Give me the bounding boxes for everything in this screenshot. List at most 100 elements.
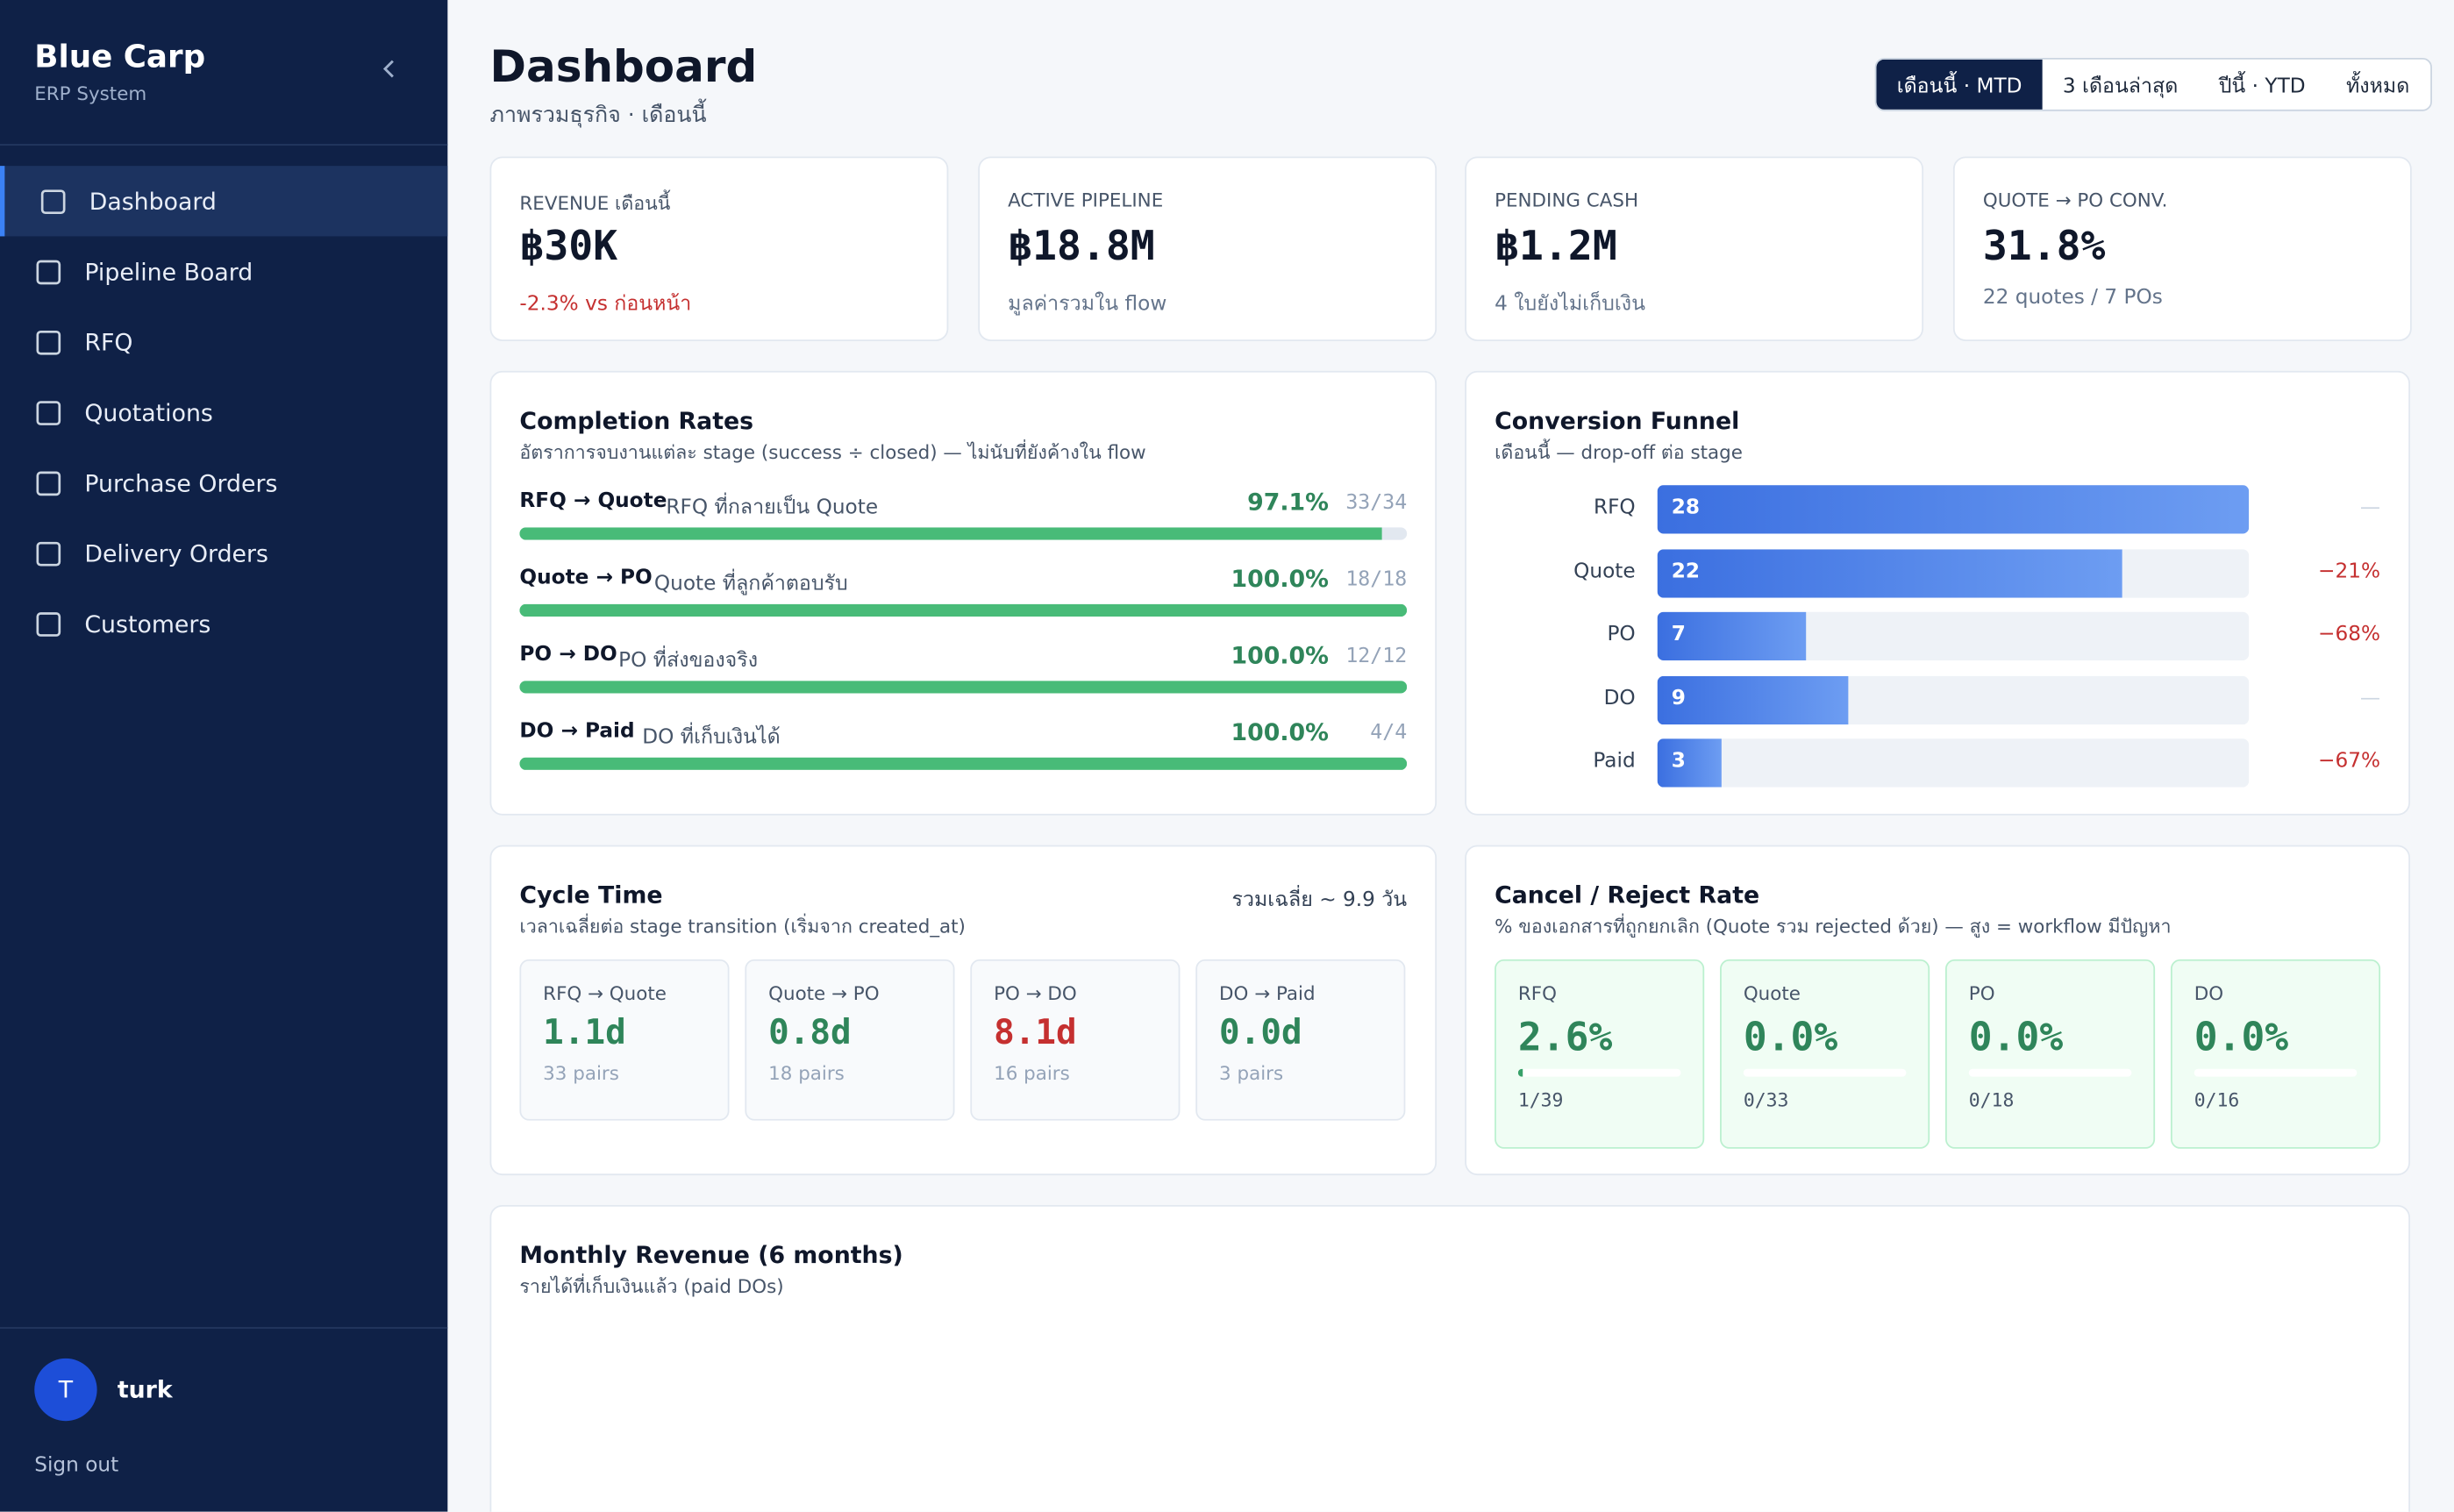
period-option[interactable]: ปีนี้ · YTD	[2218, 74, 2306, 98]
nav-label: Delivery Orders	[84, 538, 268, 567]
tile-note: 33 pairs	[543, 1062, 619, 1085]
row-rate: 100.0%	[1231, 718, 1329, 747]
period-option[interactable]: 3 เดือนล่าสุด	[2062, 74, 2179, 98]
nav-item[interactable]: Pipeline Board	[0, 236, 447, 306]
nav-item[interactable]: Dashboard	[0, 166, 448, 237]
row-stage: Quote → PO	[519, 566, 653, 590]
sign-out[interactable]: Sign out	[34, 1453, 119, 1478]
card-subtitle: อัตราการจบงานแต่ละ stage (success ÷ clos…	[519, 441, 1146, 464]
tile-note: 18 pairs	[768, 1062, 845, 1085]
funnel-track: 28	[1657, 485, 2250, 534]
nav-icon	[36, 470, 61, 496]
card-title: Cancel / Reject Rate	[1495, 881, 1760, 909]
funnel-value: 9	[1671, 686, 1686, 710]
brand-subtitle: ERP System	[34, 82, 147, 105]
cancel-card: Cancel / Reject Rate % ของเอกสารที่ถูกยก…	[1465, 845, 2410, 1176]
funnel-label: DO	[1603, 686, 1636, 710]
tile-label: RFQ	[1517, 982, 1557, 1005]
progress-bar	[519, 603, 1408, 617]
nav-icon	[36, 330, 61, 354]
card-title: Monthly Revenue (6 months)	[519, 1241, 903, 1270]
row-rate: 100.0%	[1231, 641, 1329, 670]
cancel-tile: Quote 0.0% 0/33	[1720, 959, 1930, 1149]
funnel-bar: 9	[1657, 674, 1848, 724]
cancel-tile: DO 0.0% 0/16	[2170, 959, 2381, 1149]
tile-value: 0.0%	[2194, 1014, 2289, 1060]
rate-track	[1517, 1068, 1681, 1077]
funnel-card: Conversion Funnel เดือนนี้ — drop-off ต่…	[1465, 370, 2410, 816]
nav-icon	[36, 540, 61, 566]
nav-item[interactable]: Quotations	[0, 377, 447, 447]
completion-card: Completion Rates อัตราการจบงานแต่ละ stag…	[489, 370, 1437, 816]
funnel-bar: 3	[1657, 738, 1721, 788]
cycle-tile: DO → Paid 0.0d 3 pairs	[1195, 959, 1406, 1121]
card-title: Conversion Funnel	[1495, 406, 1740, 436]
nav-item[interactable]: RFQ	[0, 307, 447, 377]
nav-label: Dashboard	[89, 187, 217, 216]
tile-value: 0.0%	[1743, 1014, 1838, 1060]
divider	[0, 1327, 448, 1329]
funnel-track: 22	[1657, 548, 2250, 597]
nav-item[interactable]: Customers	[0, 588, 447, 659]
kpi-label: REVENUE เดือนนี้	[519, 192, 671, 215]
funnel-value: 7	[1671, 623, 1686, 646]
card-subtitle: รายได้ที่เก็บเงินแล้ว (paid DOs)	[519, 1275, 784, 1298]
funnel-label: RFQ	[1593, 496, 1636, 520]
nav-label: Purchase Orders	[84, 468, 278, 497]
tile-label: RFQ → Quote	[543, 982, 667, 1005]
user-name: turk	[117, 1375, 173, 1404]
monthly-card: Monthly Revenue (6 months) รายได้ที่เก็บ…	[489, 1204, 2410, 1512]
kpi-card: REVENUE เดือนนี้ ฿30K -2.3% vs ก่อนหน้า	[489, 156, 949, 341]
funnel-label: Quote	[1573, 559, 1636, 583]
nav-label: RFQ	[84, 327, 133, 356]
kpi-note: 22 quotes / 7 POs	[1982, 286, 2163, 310]
row-rate: 97.1%	[1247, 488, 1329, 517]
tile-note: 16 pairs	[994, 1062, 1070, 1085]
tile-value: 2.6%	[1517, 1014, 1613, 1060]
progress-track	[519, 681, 1408, 694]
nav-item[interactable]: Purchase Orders	[0, 447, 447, 517]
funnel-label: Paid	[1593, 749, 1636, 774]
funnel-value: 22	[1671, 559, 1701, 583]
progress-track	[519, 527, 1408, 540]
funnel-track: 9	[1657, 674, 2250, 724]
tile-value: 1.1d	[543, 1014, 626, 1053]
period-option[interactable]: ทั้งหมด	[2346, 74, 2410, 98]
kpi-label: ACTIVE PIPELINE	[1008, 189, 1164, 211]
tile-label: DO → Paid	[1219, 982, 1316, 1005]
card-subtitle: % ของเอกสารที่ถูกยกเลิก (Quote รวม rejec…	[1495, 915, 2172, 938]
row-rate: 100.0%	[1231, 565, 1329, 594]
sidebar: Blue Carp ERP System Dashboard Pipeline B…	[0, 0, 448, 1512]
tile-note: 3 pairs	[1219, 1062, 1284, 1085]
nav-label: Quotations	[84, 398, 213, 427]
funnel-change: —	[2359, 496, 2381, 520]
tile-value: 0.0%	[1968, 1014, 2064, 1060]
avatar: T	[34, 1358, 97, 1422]
rate-track	[1968, 1068, 2132, 1077]
kpi-label: QUOTE → PO CONV.	[1982, 189, 2168, 211]
kpi-note: 4 ใบยังไม่เก็บเงิน	[1495, 292, 1645, 317]
funnel-bar: 22	[1657, 548, 2122, 597]
tile-label: Quote	[1743, 982, 1801, 1005]
tile-value: 0.8d	[768, 1014, 852, 1053]
cancel-tile: PO 0.0% 0/18	[1945, 959, 2156, 1149]
tile-label: Quote → PO	[768, 982, 880, 1005]
kpi-note: -2.3% vs ก่อนหน้า	[519, 292, 692, 317]
tile-value: 8.1d	[994, 1014, 1077, 1053]
cycle-tile: PO → DO 8.1d 16 pairs	[970, 959, 1181, 1121]
row-desc: PO ที่ส่งของจริง	[618, 649, 759, 674]
row-count: 18/18	[1345, 567, 1408, 592]
nav-icon	[40, 189, 66, 214]
period-option[interactable]: เดือนนี้ · MTD	[1876, 59, 2043, 110]
progress-track	[519, 603, 1408, 617]
collapse-button[interactable]	[379, 58, 401, 80]
card-subtitle: เวลาเฉลี่ยต่อ stage transition (เริ่มจาก…	[519, 915, 966, 938]
nav-item[interactable]: Delivery Orders	[0, 518, 447, 588]
progress-bar	[519, 527, 1381, 540]
row-stage: RFQ → Quote	[519, 489, 667, 514]
funnel-value: 3	[1671, 749, 1686, 774]
kpi-card: ACTIVE PIPELINE ฿18.8M มูลค่ารวมใน flow	[978, 156, 1437, 341]
row-desc: Quote ที่ลูกค้าตอบรับ	[653, 573, 848, 596]
cancel-tile: RFQ 2.6% 1/39	[1495, 959, 1705, 1149]
